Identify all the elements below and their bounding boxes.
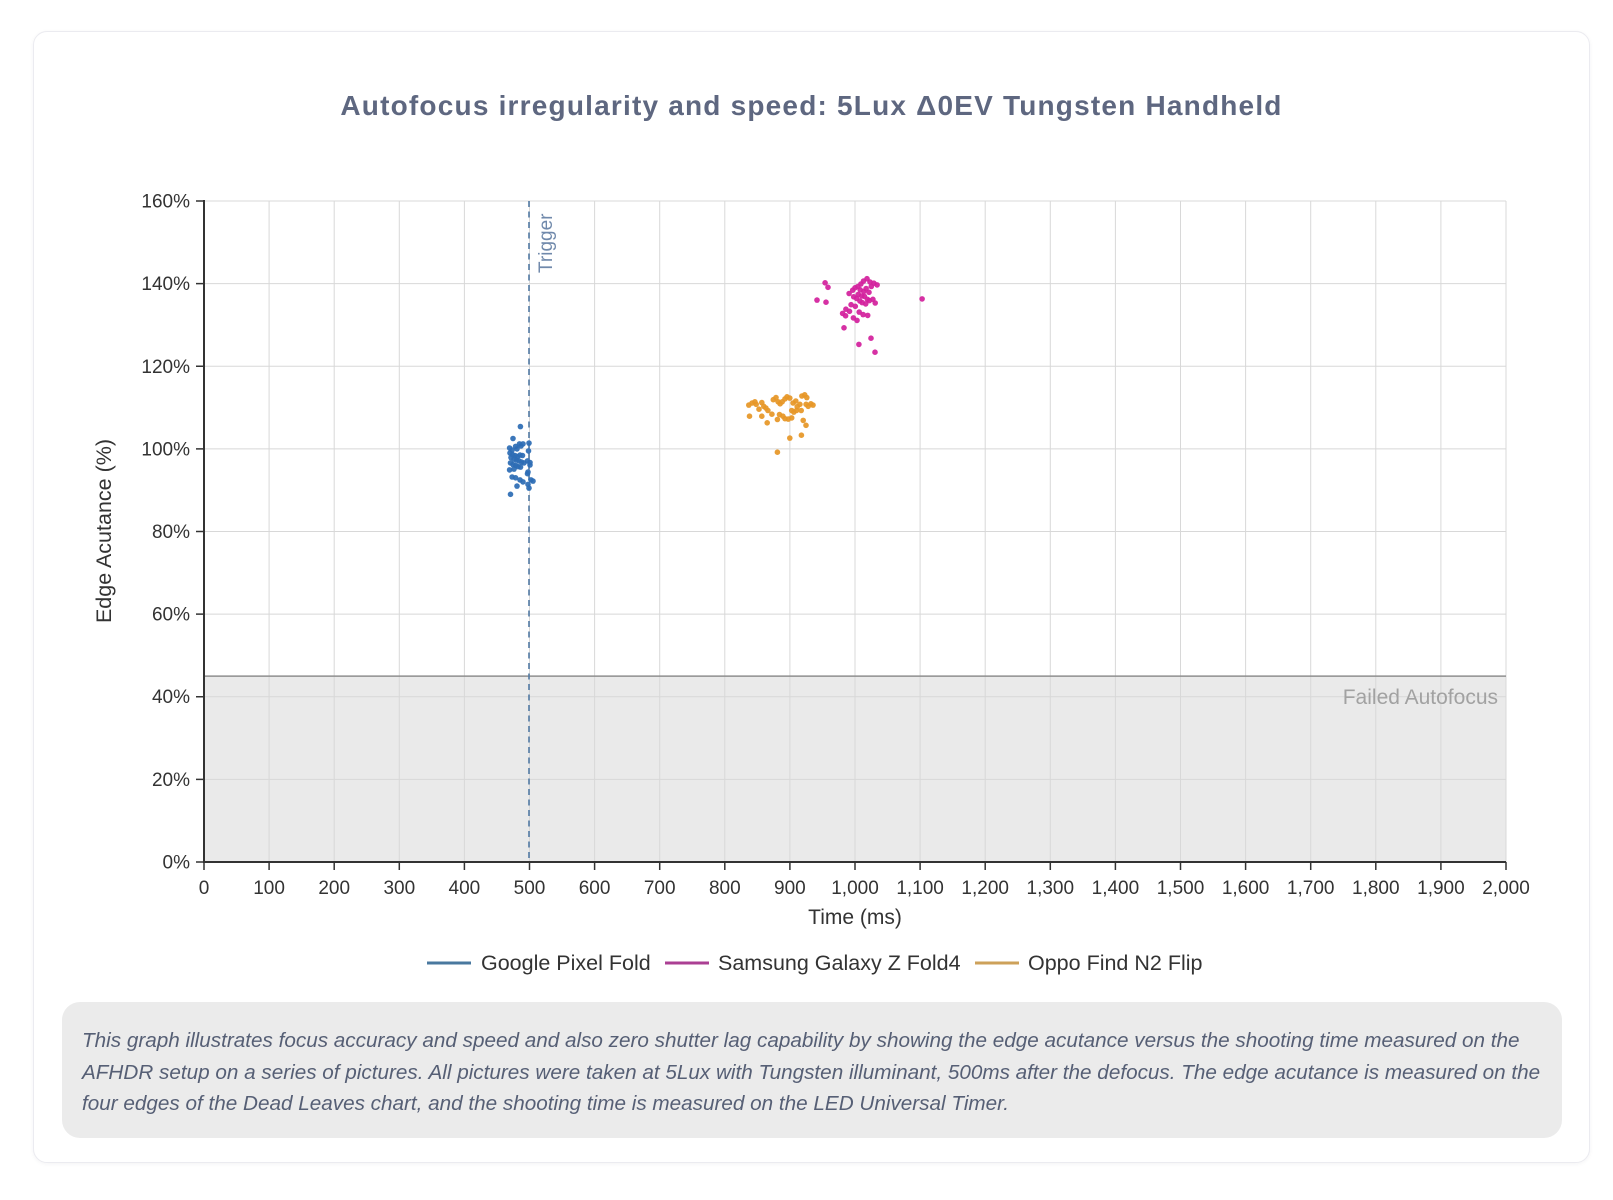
svg-text:120%: 120%: [141, 357, 190, 378]
svg-text:Trigger: Trigger: [536, 213, 557, 273]
svg-text:80%: 80%: [152, 522, 190, 543]
svg-text:600: 600: [579, 878, 611, 899]
svg-text:20%: 20%: [152, 770, 190, 791]
svg-text:1,300: 1,300: [1027, 878, 1075, 899]
svg-text:300: 300: [383, 878, 415, 899]
svg-text:1,100: 1,100: [896, 878, 944, 899]
svg-text:1,400: 1,400: [1092, 878, 1140, 899]
svg-text:60%: 60%: [152, 605, 190, 626]
svg-text:160%: 160%: [141, 192, 190, 213]
svg-text:900: 900: [774, 878, 806, 899]
svg-text:Samsung Galaxy Z Fold4: Samsung Galaxy Z Fold4: [718, 951, 961, 975]
svg-text:100%: 100%: [141, 439, 190, 460]
svg-text:1,000: 1,000: [831, 878, 879, 899]
svg-text:140%: 140%: [141, 274, 190, 295]
svg-text:1,800: 1,800: [1352, 878, 1400, 899]
svg-text:200: 200: [318, 878, 350, 899]
svg-text:40%: 40%: [152, 687, 190, 708]
svg-text:700: 700: [644, 878, 676, 899]
svg-text:400: 400: [449, 878, 481, 899]
svg-text:Edge Acutance (%): Edge Acutance (%): [92, 439, 116, 623]
svg-text:1,900: 1,900: [1417, 878, 1465, 899]
svg-text:Failed Autofocus: Failed Autofocus: [1343, 686, 1498, 709]
svg-text:0: 0: [199, 878, 210, 899]
svg-text:Oppo Find N2 Flip: Oppo Find N2 Flip: [1028, 951, 1203, 975]
svg-text:Time (ms): Time (ms): [808, 906, 902, 929]
svg-text:1,700: 1,700: [1287, 878, 1335, 899]
svg-text:Google Pixel Fold: Google Pixel Fold: [481, 951, 651, 975]
svg-text:2,000: 2,000: [1482, 878, 1530, 899]
svg-text:1,500: 1,500: [1157, 878, 1205, 899]
svg-text:800: 800: [709, 878, 741, 899]
svg-text:100: 100: [253, 878, 285, 899]
svg-text:1,600: 1,600: [1222, 878, 1270, 899]
svg-text:500: 500: [514, 878, 546, 899]
svg-text:0%: 0%: [163, 853, 191, 874]
svg-text:1,200: 1,200: [961, 878, 1009, 899]
